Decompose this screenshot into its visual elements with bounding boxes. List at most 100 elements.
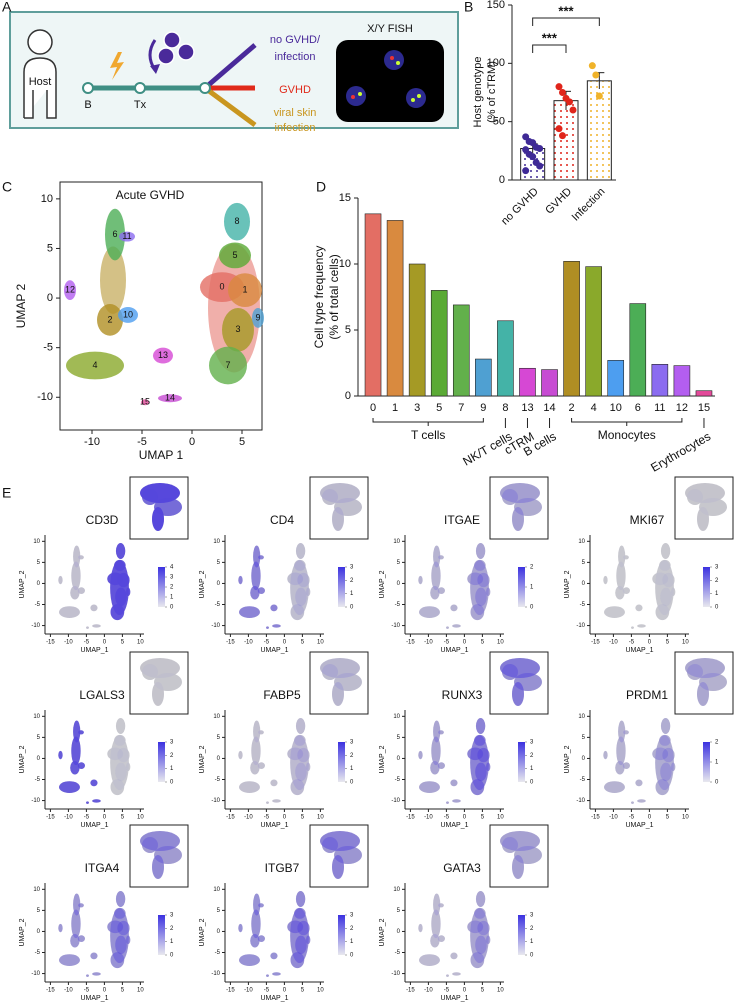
cluster-region [224, 202, 250, 241]
expression-region [238, 750, 243, 760]
x-tick-label: -5 [84, 640, 90, 646]
outcome-label: infection [275, 122, 316, 134]
cell-region [615, 760, 625, 775]
expression-region [659, 734, 671, 746]
expression-region [295, 762, 307, 782]
y-tick-label: 5 [582, 735, 586, 741]
expression-region [253, 720, 261, 743]
expression-region [290, 735, 309, 791]
cell-region [470, 952, 485, 969]
inset-expression [697, 682, 709, 706]
inset-expression [320, 658, 360, 678]
inset-expression [154, 846, 182, 864]
expression-region [470, 908, 489, 964]
expression-region [253, 893, 261, 916]
x-tick-label: 15 [698, 402, 710, 414]
cell-region [452, 972, 461, 976]
cell-region [70, 933, 80, 948]
y-axis-label: (% of cTRM) [486, 61, 498, 123]
y-tick-label: 10 [578, 539, 585, 545]
inset-region [332, 507, 344, 531]
inset-expression [320, 483, 360, 503]
x-tick-label: -15 [226, 815, 235, 821]
cell-region [622, 587, 630, 594]
inset-expression [699, 673, 727, 691]
expression-region [437, 587, 445, 594]
y-tick-label: 5 [217, 908, 221, 914]
data-point [592, 71, 600, 79]
expression-region [294, 734, 306, 746]
inset-expression [322, 664, 338, 680]
expression-region [107, 747, 124, 761]
x-tick-label: 0 [370, 402, 376, 414]
expression-region [470, 604, 485, 621]
outcome-line [203, 85, 257, 128]
expression-region [295, 587, 307, 607]
expression-region [272, 624, 281, 628]
x-tick-label: -10 [244, 988, 253, 994]
y-axis-label: UMAP_2 [19, 745, 26, 773]
expression-region [126, 762, 131, 772]
expression-region [306, 587, 311, 597]
colorbar-tick-label: 3 [715, 565, 719, 571]
x-tick-label: 10 [497, 815, 504, 821]
expression-region [486, 762, 491, 772]
expression-region [652, 747, 669, 761]
expression-region [86, 626, 89, 629]
expression-region [660, 718, 671, 735]
cell-region [295, 587, 307, 607]
cell-region [637, 799, 646, 803]
cell-region [272, 799, 281, 803]
inset-expression [687, 489, 703, 505]
expression-region [294, 559, 306, 571]
x-tick-label: 6 [635, 402, 641, 414]
cell-region [295, 718, 306, 735]
fish-signals [351, 56, 421, 102]
gene-name: ITGAE [444, 513, 480, 527]
data-point [588, 62, 596, 70]
x-tick-label: 0 [463, 640, 467, 646]
x-tick-label: 14 [543, 402, 555, 414]
cell-region [615, 585, 625, 600]
chart-title: Acute GVHD [116, 188, 185, 202]
x-tick-label: -15 [591, 640, 600, 646]
cell-region [623, 730, 629, 735]
inset-region [322, 489, 338, 505]
bar [364, 213, 382, 397]
x-tick-label: -5 [264, 815, 270, 821]
colorbar [703, 567, 710, 607]
inset-expression [320, 831, 360, 851]
panel-label: E [2, 485, 11, 501]
expression-region [258, 903, 264, 908]
colorbar-tick-label: 3 [530, 740, 534, 746]
expression-region [430, 585, 440, 600]
cell-region [418, 575, 423, 585]
x-tick-label: 5 [121, 640, 125, 646]
data-point [559, 132, 566, 140]
expression-region [662, 572, 675, 588]
y-tick-label: 15 [339, 192, 351, 204]
cell-region [475, 891, 486, 908]
data-point [566, 98, 573, 106]
x-tick-label: no GVHD [499, 186, 541, 228]
x-tick-label: 0 [648, 815, 652, 821]
expression-region [238, 923, 243, 933]
inset-region [332, 682, 344, 706]
expression-region [297, 920, 310, 936]
y-tick-label: 10 [393, 887, 400, 893]
x-tick-label: 0 [463, 988, 467, 994]
bar [695, 390, 713, 397]
bar [475, 358, 492, 397]
cell-region [126, 935, 131, 945]
cell-region [266, 974, 269, 977]
expression-region [671, 762, 676, 772]
expression-region [71, 736, 81, 766]
cluster-label: 3 [235, 324, 240, 334]
expression-region [671, 587, 676, 597]
y-tick-label: 5 [397, 560, 401, 566]
expression-region [253, 545, 261, 568]
colorbar-tick-label: 2 [715, 578, 719, 584]
data-point [536, 145, 544, 152]
cluster-label: 4 [92, 360, 97, 370]
